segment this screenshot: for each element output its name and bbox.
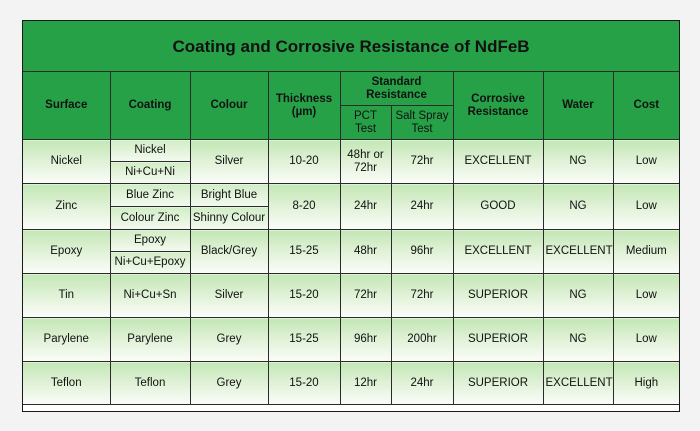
water-parylene: NG (542, 317, 614, 362)
cost-parylene: Low (612, 317, 680, 362)
colour-nickel: Silver (189, 139, 269, 184)
coating-table-frame: Coating and Corrosive Resistance of NdFe… (22, 20, 680, 412)
coating-nickel: Nickel (109, 139, 191, 162)
header-water: Water (542, 71, 614, 140)
cost-teflon: High (612, 361, 680, 405)
pct-tin: 72hr (339, 273, 392, 318)
header-cost: Cost (612, 71, 680, 140)
pct-parylene: 96hr (339, 317, 392, 362)
coating-table: Coating and Corrosive Resistance of NdFe… (23, 21, 680, 405)
thickness-epoxy: 15-25 (267, 229, 341, 274)
coating-colour-zinc: Colour Zinc (110, 206, 191, 230)
salt-zinc: 24hr (390, 183, 454, 230)
thickness-tin: 15-20 (267, 273, 341, 318)
corrosive-parylene: SUPERIOR (452, 317, 544, 362)
header-pct-test: PCT Test (340, 105, 392, 140)
header-coating: Coating (109, 71, 191, 140)
surface-tin: Tin (23, 273, 111, 318)
thickness-parylene: 15-25 (267, 317, 341, 362)
salt-parylene: 200hr (390, 317, 454, 362)
water-teflon: EXCELLENT (542, 361, 614, 405)
surface-nickel: Nickel (23, 139, 111, 184)
colour-bright-blue: Bright Blue (189, 183, 269, 207)
header-colour: Colour (189, 71, 269, 140)
surface-epoxy: Epoxy (23, 229, 111, 274)
coating-ni-cu-ni: Ni+Cu+Ni (110, 161, 190, 184)
pct-nickel: 48hr or 72hr (339, 139, 392, 184)
coating-epoxy: Epoxy (109, 229, 191, 252)
coating-tin: Ni+Cu+Sn (109, 273, 191, 318)
water-nickel: NG (542, 139, 614, 184)
cost-tin: Low (612, 273, 680, 318)
salt-epoxy: 96hr (390, 229, 454, 274)
coating-blue-zinc: Blue Zinc (109, 183, 191, 207)
corrosive-zinc: GOOD (452, 183, 544, 230)
surface-teflon: Teflon (23, 361, 111, 405)
cost-nickel: Low (612, 139, 680, 184)
header-surface: Surface (23, 71, 111, 140)
thickness-zinc: 8-20 (267, 183, 341, 230)
salt-nickel: 72hr (390, 139, 454, 184)
pct-teflon: 12hr (339, 361, 392, 405)
pct-epoxy: 48hr (339, 229, 392, 274)
header-standard-resistance: Standard Resistance (339, 71, 454, 106)
water-epoxy: EXCELLENT (542, 229, 614, 274)
salt-teflon: 24hr (390, 361, 454, 405)
header-corrosive-resistance: Corrosive Resistance (452, 71, 544, 140)
corrosive-epoxy: EXCELLENT (452, 229, 544, 274)
cost-zinc: Low (612, 183, 680, 230)
pct-zinc: 24hr (339, 183, 392, 230)
thickness-nickel: 10-20 (267, 139, 341, 184)
surface-zinc: Zinc (23, 183, 111, 230)
table-title: Coating and Corrosive Resistance of NdFe… (23, 21, 680, 72)
colour-parylene: Grey (189, 317, 269, 362)
colour-shinny-colour: Shinny Colour (189, 206, 268, 230)
corrosive-tin: SUPERIOR (452, 273, 544, 318)
colour-tin: Silver (189, 273, 269, 318)
coating-teflon: Teflon (109, 361, 191, 405)
corrosive-teflon: SUPERIOR (452, 361, 544, 405)
cost-epoxy: Medium (612, 229, 680, 274)
colour-epoxy: Black/Grey (189, 229, 269, 274)
header-salt-spray-test: Salt Spray Test (390, 105, 453, 140)
colour-teflon: Grey (189, 361, 269, 405)
water-zinc: NG (542, 183, 614, 230)
surface-parylene: Parylene (23, 317, 111, 362)
header-thickness: Thickness (µm) (267, 71, 341, 140)
coating-ni-cu-epoxy: Ni+Cu+Epoxy (110, 251, 190, 274)
water-tin: NG (542, 273, 614, 318)
coating-parylene: Parylene (109, 317, 191, 362)
corrosive-nickel: EXCELLENT (452, 139, 544, 184)
salt-tin: 72hr (390, 273, 454, 318)
thickness-teflon: 15-20 (267, 361, 341, 405)
